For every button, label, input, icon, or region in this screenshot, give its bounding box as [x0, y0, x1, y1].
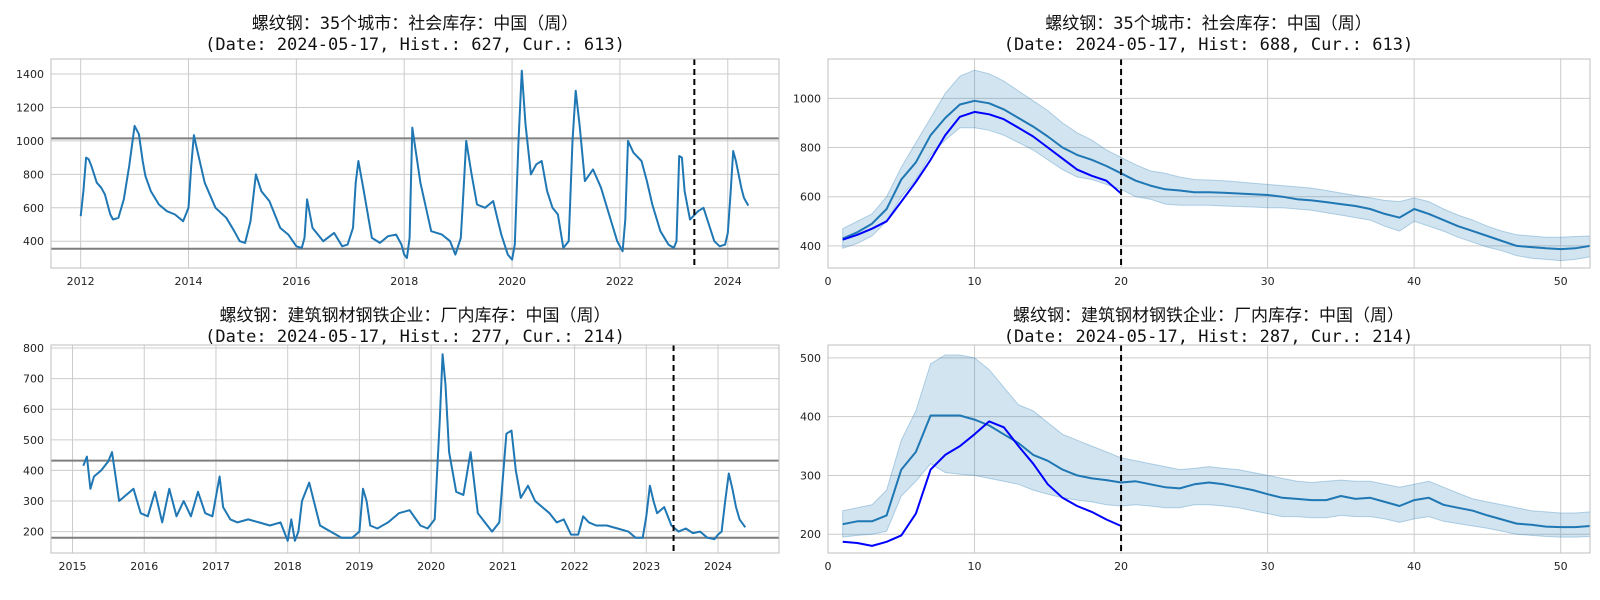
plot-area [842, 59, 1590, 268]
x-tick-label: 2024 [704, 560, 732, 573]
x-tick-label: 2012 [67, 275, 95, 288]
x-tick-label: 2016 [130, 560, 158, 573]
chart-subtitle: (Date: 2024-05-17, Hist.: 627, Cur.: 613… [205, 35, 625, 55]
series-line-2 [842, 110, 1122, 241]
y-tick-label: 200 [800, 528, 821, 541]
x-tick-label: 2023 [632, 560, 660, 573]
plot-frame [827, 344, 1591, 554]
y-tick-label: 800 [23, 168, 44, 181]
plot-area [51, 345, 779, 553]
x-tick-label: 2024 [714, 275, 742, 288]
x-tick-label: 2015 [59, 560, 87, 573]
x-tick-label: 2021 [489, 560, 517, 573]
x-tick-label: 20 [1114, 560, 1128, 573]
series-line-2 [842, 420, 1122, 547]
plot-frame [50, 58, 780, 269]
chart-title: 螺纹钢：建筑钢材钢铁企业：厂内库存：中国（周） [1013, 306, 1404, 326]
y-tick-label: 1200 [16, 101, 44, 114]
y-tick-label: 600 [800, 191, 821, 204]
chart-subtitle: (Date: 2024-05-17, Hist.: 277, Cur.: 214… [205, 327, 625, 347]
plot-area [51, 59, 779, 268]
plot-frame [50, 344, 780, 554]
x-tick-label: 2014 [175, 275, 203, 288]
chart-title: 螺纹钢：35个城市：社会库存：中国（周） [251, 14, 579, 34]
x-tick-label: 50 [1554, 275, 1568, 288]
y-tick-label: 800 [800, 142, 821, 155]
series-line-1 [79, 69, 750, 261]
x-tick-label: 20 [1114, 275, 1128, 288]
y-tick-label: 1000 [793, 92, 821, 105]
range-band [842, 354, 1590, 538]
y-tick-label: 400 [23, 464, 44, 477]
x-tick-label: 2020 [417, 560, 445, 573]
chart-2: 0 10 20 30 40 50 400 600 800 1000 [793, 58, 1591, 288]
y-tick-label: 300 [23, 495, 44, 508]
chart-subtitle: (Date: 2024-05-17, Hist: 287, Cur.: 214) [1003, 327, 1414, 347]
chart-3: 2015 2016 2017 2018 2019 2020 2021 2022 2023 2024… [23, 342, 780, 573]
x-tick-label: 40 [1407, 275, 1421, 288]
y-tick-label: 600 [23, 202, 44, 215]
x-tick-label: 2017 [202, 560, 230, 573]
y-tick-label: 600 [23, 403, 44, 416]
x-tick-label: 0 [825, 560, 832, 573]
range-band [842, 69, 1590, 262]
y-tick-label: 500 [23, 434, 44, 447]
x-tick-label: 0 [825, 275, 832, 288]
y-tick-label: 200 [23, 526, 44, 539]
x-tick-label: 2018 [390, 275, 418, 288]
x-tick-label: 40 [1407, 560, 1421, 573]
series-line-1 [82, 353, 747, 542]
x-tick-label: 10 [968, 275, 982, 288]
y-tick-label: 800 [23, 342, 44, 355]
y-tick-label: 400 [23, 235, 44, 248]
y-tick-label: 1000 [16, 135, 44, 148]
x-tick-label: 10 [968, 560, 982, 573]
x-tick-label: 2019 [345, 560, 373, 573]
series-line-1 [842, 99, 1590, 251]
plot-area [842, 345, 1590, 553]
x-tick-label: 2022 [606, 275, 634, 288]
chart-title: 螺纹钢：35个城市：社会库存：中国（周） [1045, 14, 1372, 34]
y-tick-label: 1400 [16, 68, 44, 81]
chart-1: 2012 2014 2016 2018 2020 2022 2024 400 600 800 100… [16, 58, 780, 288]
x-tick-label: 2016 [282, 275, 310, 288]
x-tick-label: 50 [1554, 560, 1568, 573]
y-tick-label: 400 [800, 240, 821, 253]
x-tick-label: 30 [1261, 275, 1275, 288]
chart-title: 螺纹钢：建筑钢材钢铁企业：厂内库存：中国（周） [219, 306, 611, 326]
y-tick-label: 500 [800, 352, 821, 365]
y-tick-label: 400 [800, 411, 821, 424]
y-tick-label: 300 [800, 469, 821, 482]
series-line-1 [842, 414, 1590, 529]
x-tick-label: 2022 [561, 560, 589, 573]
chart-4: 0 10 20 30 40 50 200 300 400 500 [800, 344, 1591, 573]
x-tick-label: 2020 [498, 275, 526, 288]
plot-frame [827, 58, 1591, 269]
y-tick-label: 700 [23, 373, 44, 386]
x-tick-label: 30 [1261, 560, 1275, 573]
chart-subtitle: (Date: 2024-05-17, Hist: 688, Cur.: 613) [1003, 35, 1414, 55]
x-tick-label: 2018 [274, 560, 302, 573]
